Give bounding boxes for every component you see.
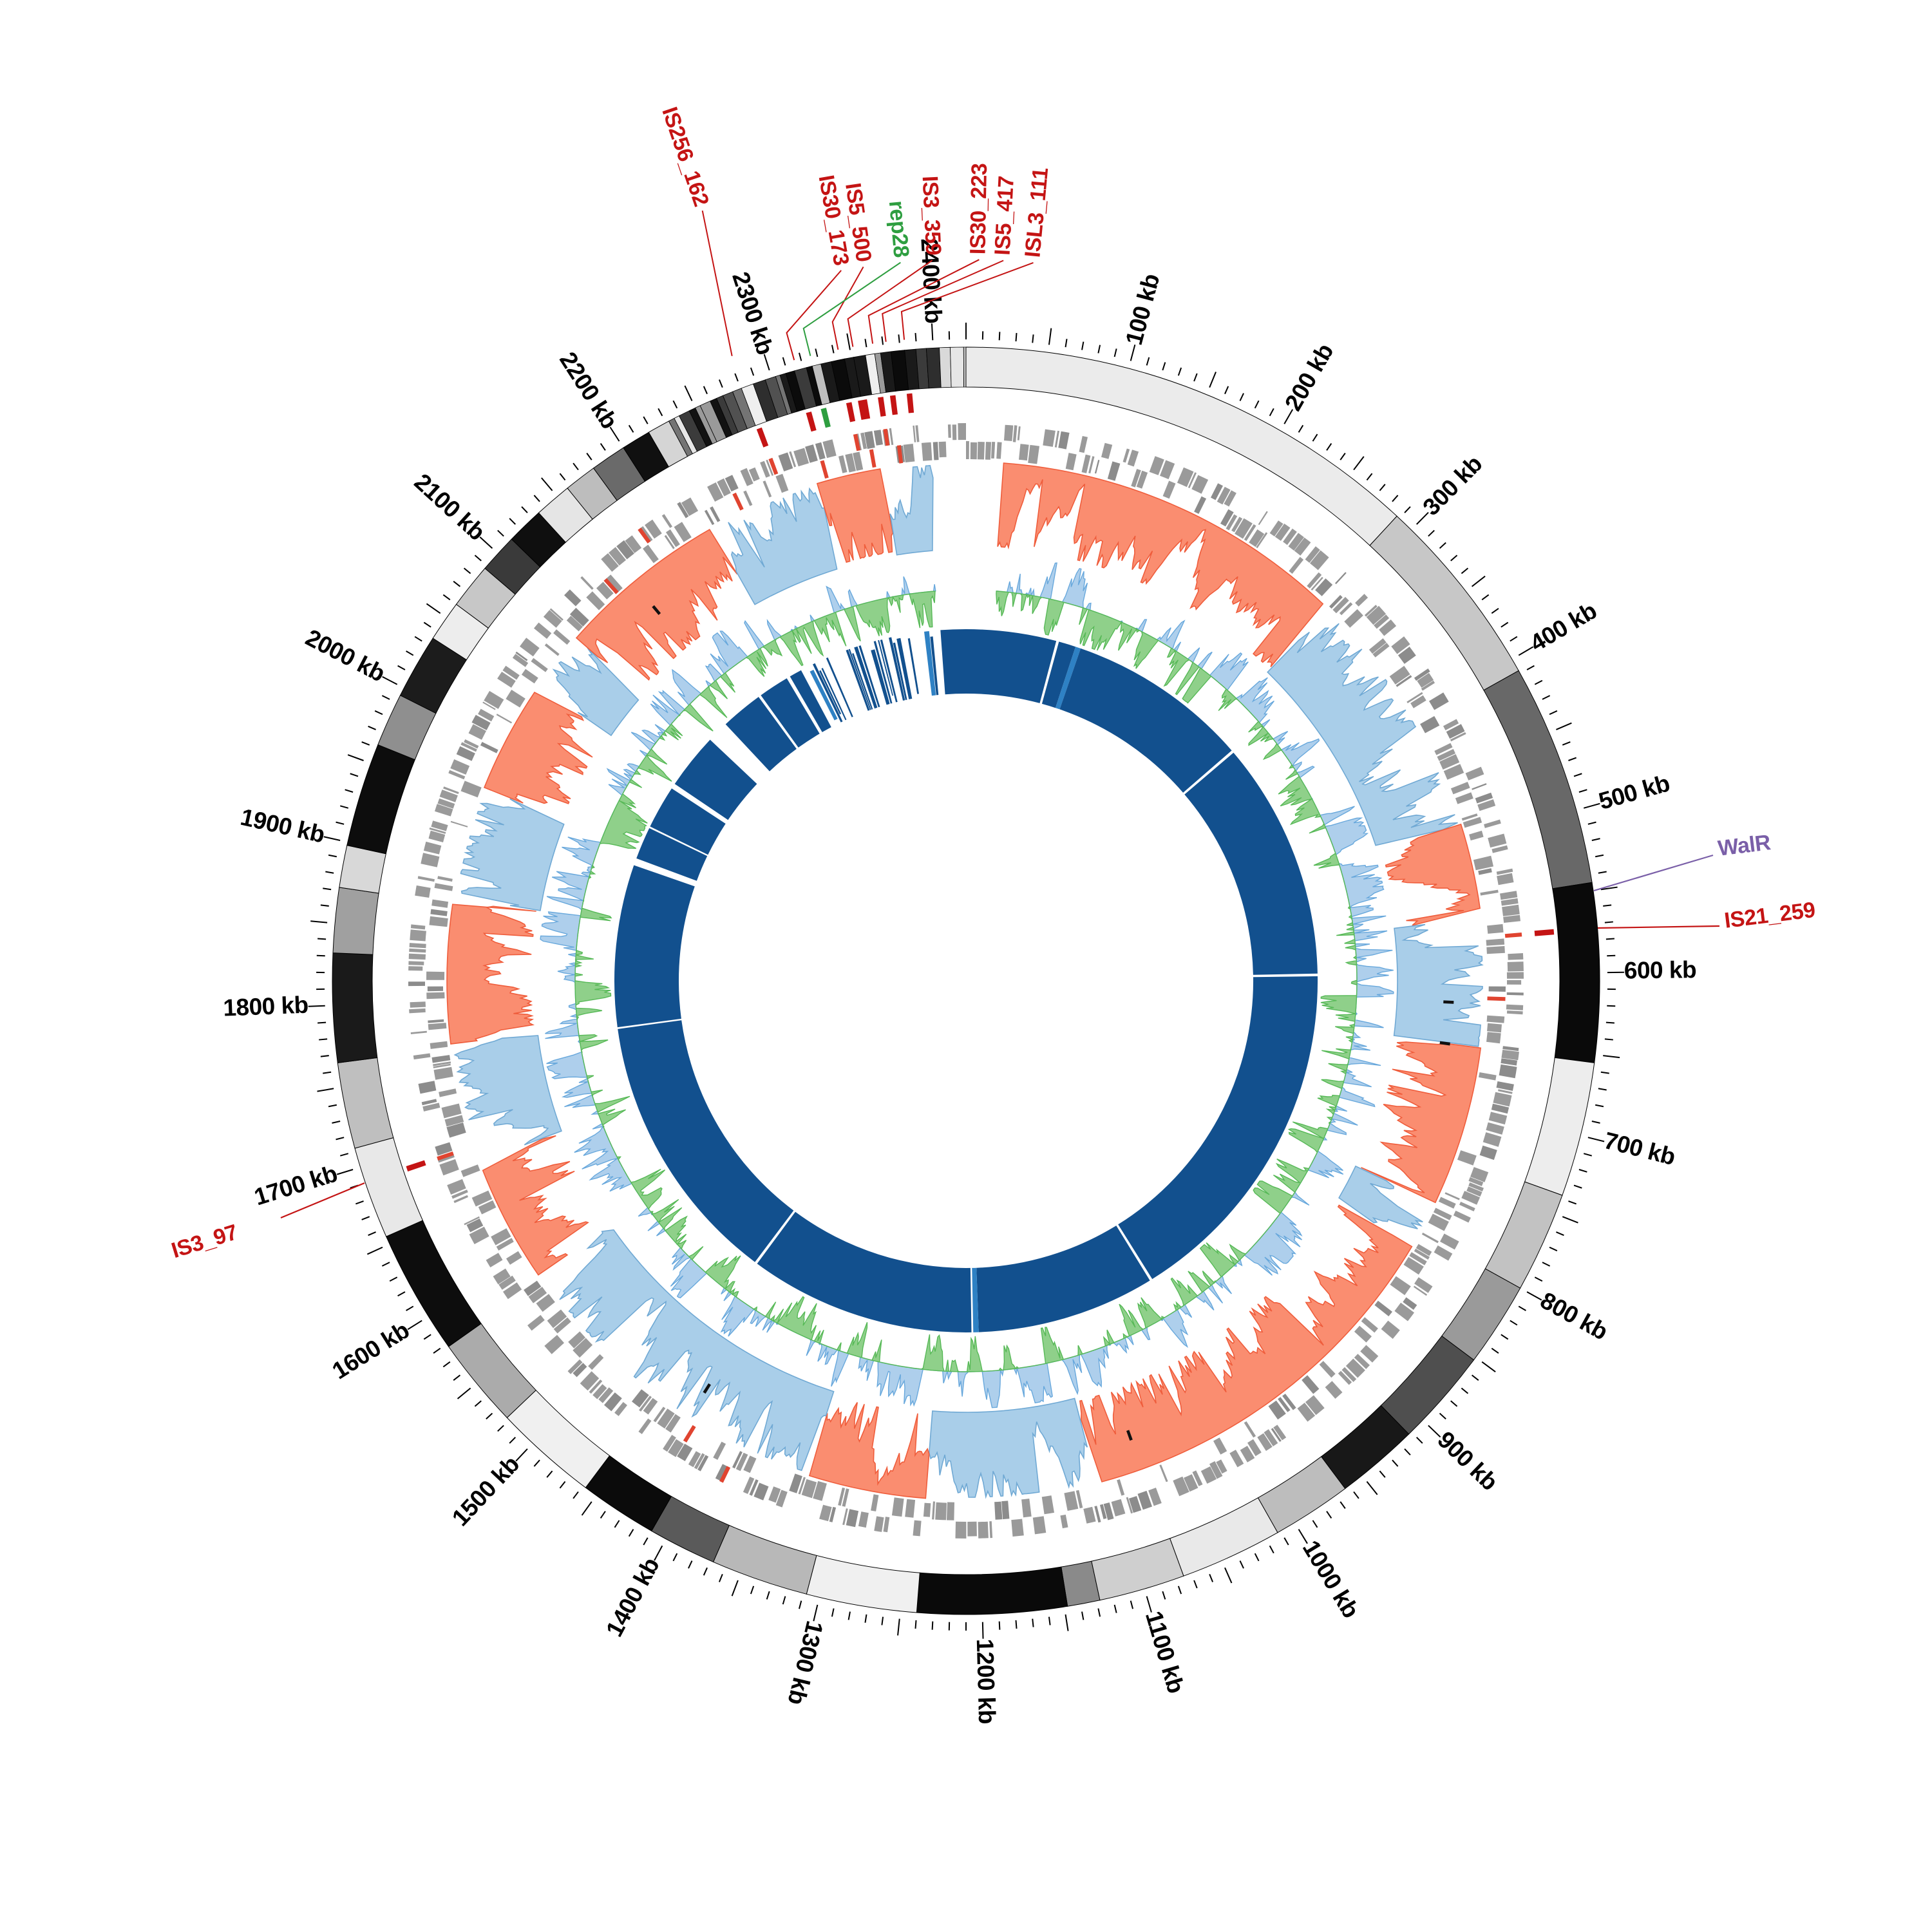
scale-label-1400: 1400 kb (601, 1553, 665, 1641)
scale-label-2200: 2200 kb (554, 347, 623, 433)
scale-label-2000: 2000 kb (301, 624, 389, 687)
scale-label-1500: 1500 kb (447, 1451, 524, 1531)
gene-track (408, 423, 1524, 1539)
scale-label-500: 500 kb (1596, 770, 1672, 815)
marker-IS5_500 (846, 402, 856, 422)
scale-label-800: 800 kb (1536, 1287, 1612, 1345)
scale-label-200: 200 kb (1280, 339, 1338, 415)
annotation-label-IS30_223: IS30_223 (965, 163, 992, 254)
annotation-label-ISL3_111: ISL3_111 (1020, 167, 1053, 259)
scale-label-2300: 2300 kb (727, 269, 779, 357)
scale-label-1600: 1600 kb (328, 1317, 414, 1385)
scale-label-900: 900 kb (1432, 1426, 1502, 1495)
misc-feature-marks (652, 605, 1454, 1441)
feature-marker-track (406, 393, 1555, 1172)
scale-label-600: 600 kb (1624, 956, 1697, 983)
annotation-label-IS3_97: IS3_97 (169, 1220, 240, 1263)
marker-IS30_173 (806, 412, 817, 432)
marker-IS30_223 (878, 397, 886, 417)
annotation-label-IS21_259: IS21_259 (1723, 898, 1816, 933)
coverage-ring (614, 629, 1318, 1332)
scale-labels: 100 kb 200 kb 300 kb 400 kb 500 kb 600 kb 700 … (223, 238, 1697, 1724)
marker-IS3_359 (858, 399, 871, 420)
gc-content-track (540, 562, 1394, 1408)
scale-label-1700: 1700 kb (251, 1160, 340, 1210)
annotation-label-WalR: WalR (1716, 830, 1772, 861)
marker-IS256_162 (756, 427, 769, 448)
scale-ticks (308, 323, 1624, 1639)
scale-label-2100: 2100 kb (410, 469, 490, 545)
scale-label-1800: 1800 kb (223, 992, 309, 1021)
scale-label-1900: 1900 kb (238, 804, 327, 848)
marker-IS3_97 (406, 1160, 426, 1172)
scale-label-1100: 1100 kb (1141, 1608, 1189, 1696)
scale-label-400: 400 kb (1526, 597, 1601, 656)
scale-label-100: 100 kb (1121, 271, 1164, 348)
scale-label-1300: 1300 kb (782, 1618, 828, 1707)
marker-ISL3_111 (906, 393, 914, 413)
scale-label-700: 700 kb (1602, 1127, 1678, 1170)
annotation-label-rep28: rep28 (884, 200, 914, 258)
annotation-label-IS256_162: IS256_162 (657, 104, 714, 209)
scale-label-300: 300 kb (1417, 451, 1487, 521)
annotation-leaders (280, 210, 1720, 1219)
scale-label-1200: 1200 kb (972, 1638, 1000, 1724)
marker-IS5_417 (889, 395, 898, 415)
gc-skew-track (446, 462, 1484, 1499)
scale-label-1000: 1000 kb (1298, 1536, 1365, 1622)
marker-rep28 (820, 408, 831, 428)
scale-label-2400: 2400 kb (916, 238, 947, 324)
outer-contig-ring (332, 346, 1600, 1615)
marker-IS21_259 (1534, 929, 1555, 936)
annotation-label-IS3_359: IS3_359 (918, 175, 946, 256)
annotation-label-IS5_417: IS5_417 (990, 175, 1019, 256)
